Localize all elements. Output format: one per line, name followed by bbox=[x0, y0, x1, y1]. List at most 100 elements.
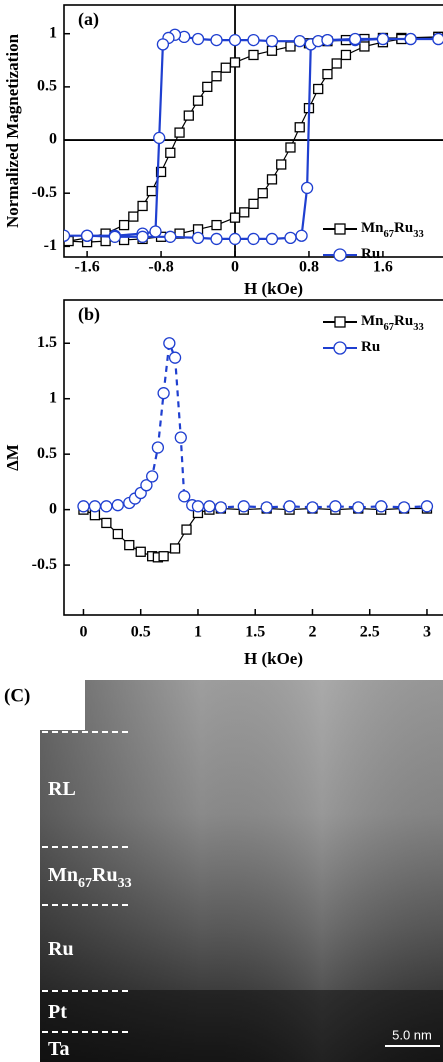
x-tick-label: 2 bbox=[308, 624, 316, 641]
circle-marker bbox=[247, 33, 260, 47]
square-marker bbox=[257, 188, 268, 199]
y-tick-label: -1 bbox=[44, 237, 57, 254]
square-marker bbox=[220, 62, 231, 73]
circle-marker bbox=[375, 500, 388, 513]
panel-label: (b) bbox=[78, 304, 100, 325]
x-axis-title: H (kOe) bbox=[244, 649, 303, 668]
y-tick-label: 1 bbox=[49, 389, 57, 406]
square-marker bbox=[285, 142, 296, 153]
circle-marker bbox=[352, 501, 365, 514]
circle-marker bbox=[321, 33, 334, 47]
x-tick-label: 1.5 bbox=[245, 624, 265, 641]
circle-marker bbox=[284, 231, 297, 245]
x-tick-label: 3 bbox=[423, 624, 431, 641]
circle-marker bbox=[306, 501, 319, 514]
circle-marker bbox=[214, 501, 228, 514]
legend-label: Ru bbox=[361, 246, 380, 262]
square-marker bbox=[211, 71, 222, 82]
x-tick-label: 2.5 bbox=[360, 624, 380, 641]
circle-marker bbox=[156, 38, 170, 51]
circle-marker bbox=[397, 501, 411, 514]
square-marker bbox=[100, 235, 111, 247]
x-tick-label: 0 bbox=[79, 624, 87, 641]
circle-marker bbox=[168, 351, 182, 364]
circle-marker bbox=[228, 232, 242, 246]
series-line bbox=[83, 342, 428, 509]
y-tick-label: 1.5 bbox=[37, 334, 57, 351]
square-marker bbox=[313, 83, 324, 95]
legend-label: Mn67Ru33 bbox=[361, 220, 424, 239]
tem-bottom-layer bbox=[40, 990, 443, 1062]
circle-marker bbox=[265, 35, 279, 48]
square-marker bbox=[128, 211, 139, 222]
square-marker bbox=[266, 45, 278, 56]
plot-area bbox=[77, 337, 434, 563]
circle-marker bbox=[80, 229, 94, 242]
circle-marker bbox=[228, 33, 242, 47]
square-marker bbox=[229, 212, 241, 223]
circle-marker bbox=[136, 230, 149, 243]
square-marker bbox=[202, 81, 213, 93]
circle-marker bbox=[283, 500, 296, 513]
y-tick-label: -0.5 bbox=[32, 556, 57, 573]
square-marker bbox=[239, 207, 250, 218]
plot-frame bbox=[63, 299, 443, 616]
legend-label: Mn67Ru33 bbox=[361, 313, 424, 332]
square-marker bbox=[169, 543, 181, 554]
square-marker bbox=[174, 127, 185, 138]
x-tick-label: 0.8 bbox=[299, 259, 319, 276]
square-marker bbox=[340, 49, 352, 61]
circle-marker bbox=[191, 231, 205, 245]
circle-marker bbox=[300, 181, 314, 195]
circle-marker bbox=[420, 500, 434, 513]
square-marker bbox=[181, 524, 192, 535]
square-marker bbox=[248, 49, 259, 61]
circle-marker bbox=[210, 232, 223, 246]
square-marker bbox=[146, 185, 157, 197]
plot-area bbox=[64, 28, 443, 248]
panel-label: (a) bbox=[78, 9, 99, 30]
square-marker bbox=[124, 539, 135, 551]
circle-marker bbox=[163, 337, 176, 350]
tem-image: (C) 5.0 nm bbox=[4, 680, 443, 1062]
circle-marker bbox=[151, 441, 165, 454]
legend-swatch-marker bbox=[333, 341, 347, 355]
x-tick-label: 0 bbox=[231, 259, 239, 276]
square-marker bbox=[155, 166, 167, 178]
y-tick-label: 0.5 bbox=[37, 445, 57, 462]
circle-marker bbox=[140, 479, 153, 492]
x-tick-label: -0.8 bbox=[148, 259, 173, 276]
x-tick-label: 1.6 bbox=[373, 259, 393, 276]
circle-marker bbox=[149, 225, 162, 238]
circle-marker bbox=[191, 32, 205, 46]
circle-marker bbox=[376, 32, 390, 46]
circle-marker bbox=[203, 500, 216, 513]
square-marker bbox=[322, 68, 333, 80]
circle-marker bbox=[247, 232, 260, 246]
circle-marker bbox=[88, 500, 102, 513]
circle-marker bbox=[108, 230, 121, 243]
square-marker bbox=[229, 57, 241, 68]
square-marker bbox=[137, 200, 148, 212]
circle-marker bbox=[146, 470, 159, 483]
circle-marker bbox=[349, 32, 362, 46]
circle-marker bbox=[293, 35, 306, 48]
circle-marker bbox=[164, 230, 177, 243]
series-line bbox=[83, 507, 427, 558]
square-marker bbox=[183, 110, 194, 121]
panel-label: (C) bbox=[4, 685, 30, 706]
tem-shading bbox=[40, 680, 443, 1062]
x-tick-label: 0.5 bbox=[131, 624, 151, 641]
square-marker bbox=[359, 41, 370, 52]
circle-marker bbox=[329, 500, 342, 513]
square-marker bbox=[158, 551, 169, 562]
square-marker bbox=[165, 147, 176, 158]
layer-label: RL bbox=[48, 778, 76, 800]
circle-marker bbox=[265, 232, 279, 246]
y-tick-label: 0 bbox=[49, 500, 57, 517]
square-marker bbox=[211, 219, 222, 231]
legend-swatch-marker bbox=[333, 248, 347, 262]
circle-marker bbox=[64, 229, 71, 242]
scale-bar-label: 5.0 nm bbox=[392, 1027, 432, 1042]
